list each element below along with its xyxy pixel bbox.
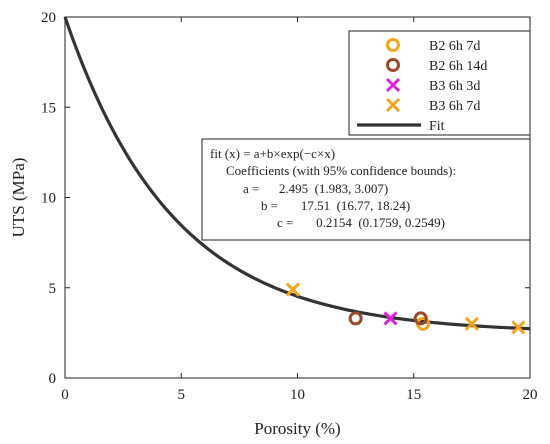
y-tick-label: 10 [41, 191, 56, 207]
fit-equation-line: a = 2.495 (1.983, 3.007) [243, 181, 388, 196]
legend-marker [386, 58, 400, 72]
fit-equation-line: b = 17.51 (16.77, 18.24) [261, 198, 410, 213]
x-tick-label: 20 [523, 387, 538, 403]
legend-marker [385, 77, 401, 93]
y-tick-label: 5 [49, 281, 57, 297]
y-tick-label: 0 [49, 371, 57, 387]
plot-area [63, 16, 531, 335]
legend-label: B2 6h 14d [429, 59, 487, 74]
data-point [413, 311, 428, 326]
fit-equation-line: Coefficients (with 95% confidence bounds… [226, 163, 456, 178]
legend-label: B3 6h 7d [429, 99, 480, 114]
x-tick-label: 10 [290, 387, 305, 403]
fit-equation-line: c = 0.2154 (0.1759, 0.2549) [277, 215, 445, 230]
fit-box [201, 138, 531, 241]
legend-marker-stroke [385, 77, 401, 93]
legend-label: B3 6h 3d [429, 79, 480, 94]
y-tick-label: 20 [41, 10, 56, 26]
data-point-stroke [464, 316, 479, 331]
data-point-stroke [511, 320, 526, 335]
legend-label: B2 6h 7d [429, 39, 480, 54]
x-axis-title: Porosity (%) [254, 419, 340, 438]
x-tick-label: 15 [406, 387, 421, 403]
data-point [383, 311, 398, 326]
legend-marker-stroke [385, 97, 401, 113]
data-point [348, 311, 363, 326]
fit-equation-box: fit (x) = a+b×exp(−c×x) Coefficients (wit… [201, 138, 531, 241]
y-axis-title: UTS (MPa) [9, 158, 28, 238]
legend: B2 6h 7d B2 6h 14d B3 6h 3d B3 6h 7d Fit [348, 30, 531, 136]
data-point [285, 282, 300, 297]
legend-marker [386, 38, 400, 52]
data-point-stroke [285, 282, 300, 297]
legend-label: Fit [429, 119, 445, 134]
data-point [464, 316, 479, 331]
data-point [511, 320, 526, 335]
x-tick-label: 5 [178, 387, 186, 403]
legend-marker [385, 97, 401, 113]
x-tick-label: 0 [61, 387, 69, 403]
fit-equation-line: fit (x) = a+b×exp(−c×x) [210, 146, 335, 161]
data-point-stroke [383, 311, 398, 326]
legend-box [348, 30, 531, 136]
y-tick-label: 15 [41, 100, 56, 116]
